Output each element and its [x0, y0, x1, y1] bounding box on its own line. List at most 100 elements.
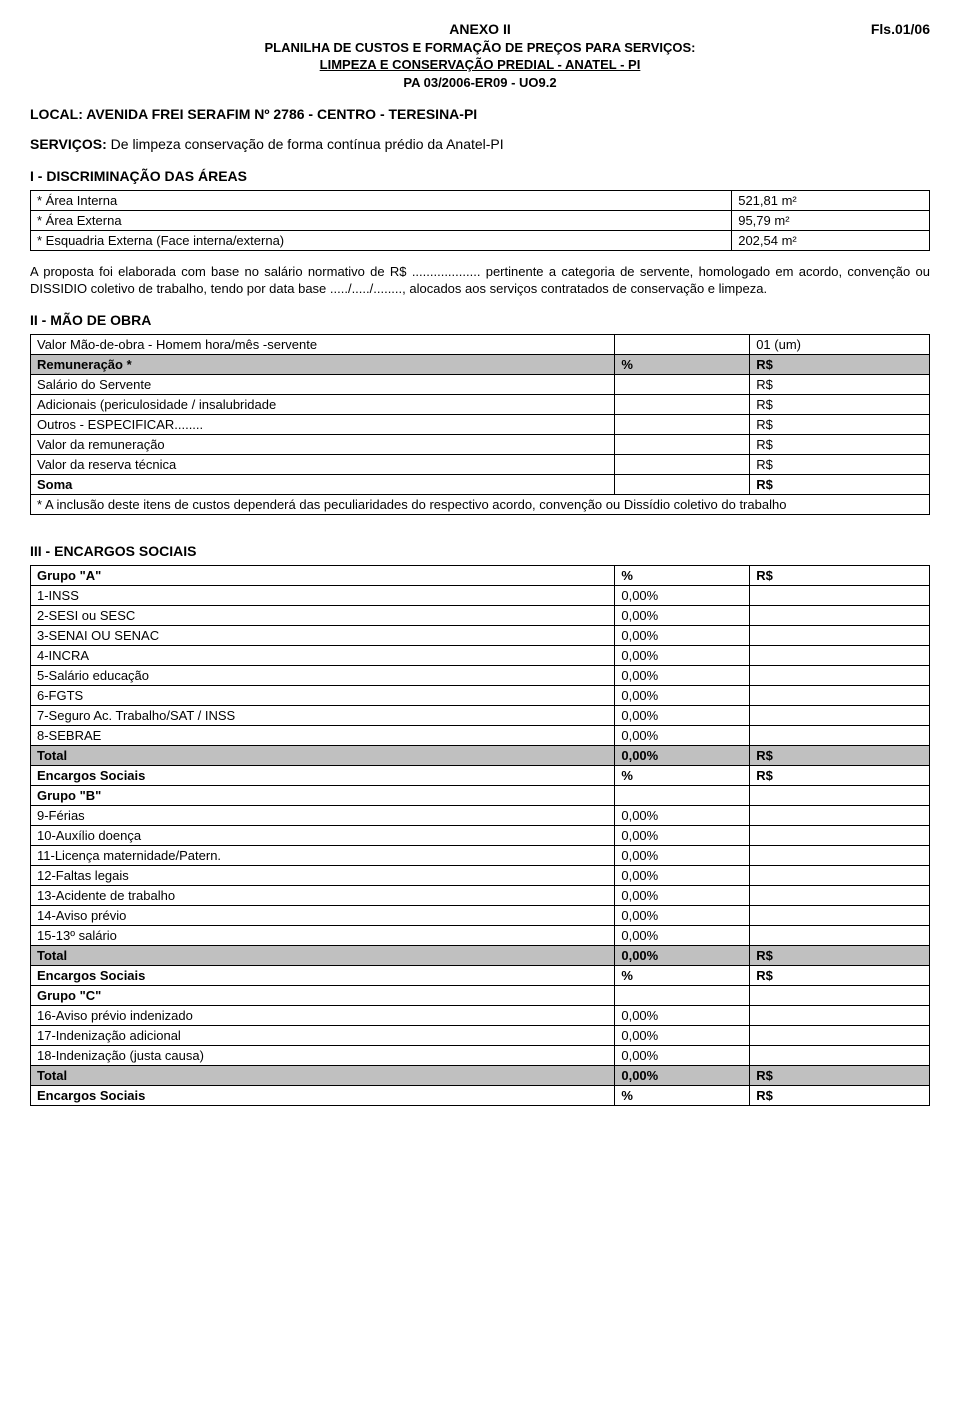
doc-header: ANEXO II Fls.01/06 PLANILHA DE CUSTOS E …	[30, 20, 930, 92]
cell: 1-INSS	[31, 585, 615, 605]
cell: 13-Acidente de trabalho	[31, 885, 615, 905]
cell: 0,00%	[615, 605, 750, 625]
cell: %	[615, 565, 750, 585]
table-row: * Esquadria Externa (Face interna/extern…	[31, 230, 930, 250]
cell	[750, 625, 930, 645]
cell: 0,00%	[615, 1005, 750, 1025]
cell: 01 (um)	[750, 334, 930, 354]
table-row: * Área Externa95,79 m²	[31, 210, 930, 230]
cell: 2-SESI ou SESC	[31, 605, 615, 625]
servicos-line: SERVIÇOS: De limpeza conservação de form…	[30, 136, 930, 152]
cell	[750, 805, 930, 825]
cell: Encargos Sociais	[31, 765, 615, 785]
cell: R$	[750, 394, 930, 414]
area-label: * Área Externa	[31, 210, 732, 230]
cell: 0,00%	[615, 905, 750, 925]
cell: Grupo "C"	[31, 985, 615, 1005]
header-line3: PA 03/2006-ER09 - UO9.2	[30, 74, 930, 92]
servicos-text: De limpeza conservação de forma contínua…	[111, 136, 504, 152]
table-row: 12-Faltas legais0,00%	[31, 865, 930, 885]
cell: 0,00%	[615, 885, 750, 905]
anexo-label: ANEXO II	[449, 20, 510, 39]
cell	[750, 705, 930, 725]
cell: 8-SEBRAE	[31, 725, 615, 745]
sec1-paragraph: A proposta foi elaborada com base no sal…	[30, 263, 930, 298]
cell: 10-Auxílio doença	[31, 825, 615, 845]
cell	[750, 1025, 930, 1045]
cell: R$	[750, 765, 930, 785]
cell: R$	[750, 354, 930, 374]
cell: 17-Indenização adicional	[31, 1025, 615, 1045]
table-row: 13-Acidente de trabalho0,00%	[31, 885, 930, 905]
cell: 0,00%	[615, 665, 750, 685]
cell: Valor da reserva técnica	[31, 454, 615, 474]
table-row: 3-SENAI OU SENAC0,00%	[31, 625, 930, 645]
table-row: * A inclusão deste itens de custos depen…	[31, 494, 930, 514]
table-row: 15-13º salário0,00%	[31, 925, 930, 945]
table-row: 5-Salário educação0,00%	[31, 665, 930, 685]
cell: 0,00%	[615, 845, 750, 865]
table-row: 1-INSS0,00%	[31, 585, 930, 605]
cell: R$	[750, 945, 930, 965]
local-line: LOCAL: AVENIDA FREI SERAFIM Nº 2786 - CE…	[30, 106, 930, 122]
table-row: Adicionais (periculosidade / insalubrida…	[31, 394, 930, 414]
cell	[615, 434, 750, 454]
cell	[750, 665, 930, 685]
table-row: 8-SEBRAE0,00%	[31, 725, 930, 745]
cell: Soma	[31, 474, 615, 494]
cell: %	[615, 354, 750, 374]
cell	[750, 925, 930, 945]
cell: Grupo "B"	[31, 785, 615, 805]
cell	[750, 1005, 930, 1025]
areas-table: * Área Interna521,81 m² * Área Externa95…	[30, 190, 930, 251]
cell: R$	[750, 434, 930, 454]
cell: 0,00%	[615, 925, 750, 945]
cell: R$	[750, 1085, 930, 1105]
encargos-table: Grupo "A" % R$ 1-INSS0,00% 2-SESI ou SES…	[30, 565, 930, 1106]
note-cell: * A inclusão deste itens de custos depen…	[31, 494, 930, 514]
cell: R$	[750, 414, 930, 434]
cell: Total	[31, 1065, 615, 1085]
cell: 0,00%	[615, 825, 750, 845]
cell: Encargos Sociais	[31, 965, 615, 985]
cell: Outros - ESPECIFICAR........	[31, 414, 615, 434]
cell	[615, 394, 750, 414]
cell	[750, 605, 930, 625]
cell	[615, 454, 750, 474]
cell	[750, 725, 930, 745]
cell	[750, 585, 930, 605]
cell: 18-Indenização (justa causa)	[31, 1045, 615, 1065]
cell: 0,00%	[615, 1025, 750, 1045]
table-row: 16-Aviso prévio indenizado0,00%	[31, 1005, 930, 1025]
total-row: Total0,00%R$	[31, 1065, 930, 1085]
sec3-title: III - ENCARGOS SOCIAIS	[30, 543, 930, 559]
cell: 4-INCRA	[31, 645, 615, 665]
cell	[750, 685, 930, 705]
table-row: 7-Seguro Ac. Trabalho/SAT / INSS0,00%	[31, 705, 930, 725]
cell	[615, 334, 750, 354]
encargos-row: Encargos Sociais%R$	[31, 965, 930, 985]
cell: 0,00%	[615, 625, 750, 645]
area-value: 202,54 m²	[732, 230, 930, 250]
cell: 0,00%	[615, 645, 750, 665]
table-row: Soma R$	[31, 474, 930, 494]
cell: 0,00%	[615, 745, 750, 765]
table-row: 14-Aviso prévio0,00%	[31, 905, 930, 925]
area-value: 95,79 m²	[732, 210, 930, 230]
cell: R$	[750, 745, 930, 765]
cell	[750, 1045, 930, 1065]
servicos-label: SERVIÇOS:	[30, 136, 107, 152]
cell: Remuneração *	[31, 354, 615, 374]
cell	[615, 414, 750, 434]
cell: R$	[750, 454, 930, 474]
cell: R$	[750, 1065, 930, 1085]
cell: Total	[31, 945, 615, 965]
cell: 0,00%	[615, 865, 750, 885]
cell: 15-13º salário	[31, 925, 615, 945]
cell: R$	[750, 474, 930, 494]
cell: 0,00%	[615, 725, 750, 745]
cell: 9-Férias	[31, 805, 615, 825]
table-row: Outros - ESPECIFICAR........ R$	[31, 414, 930, 434]
cell	[615, 474, 750, 494]
table-row: 17-Indenização adicional0,00%	[31, 1025, 930, 1045]
